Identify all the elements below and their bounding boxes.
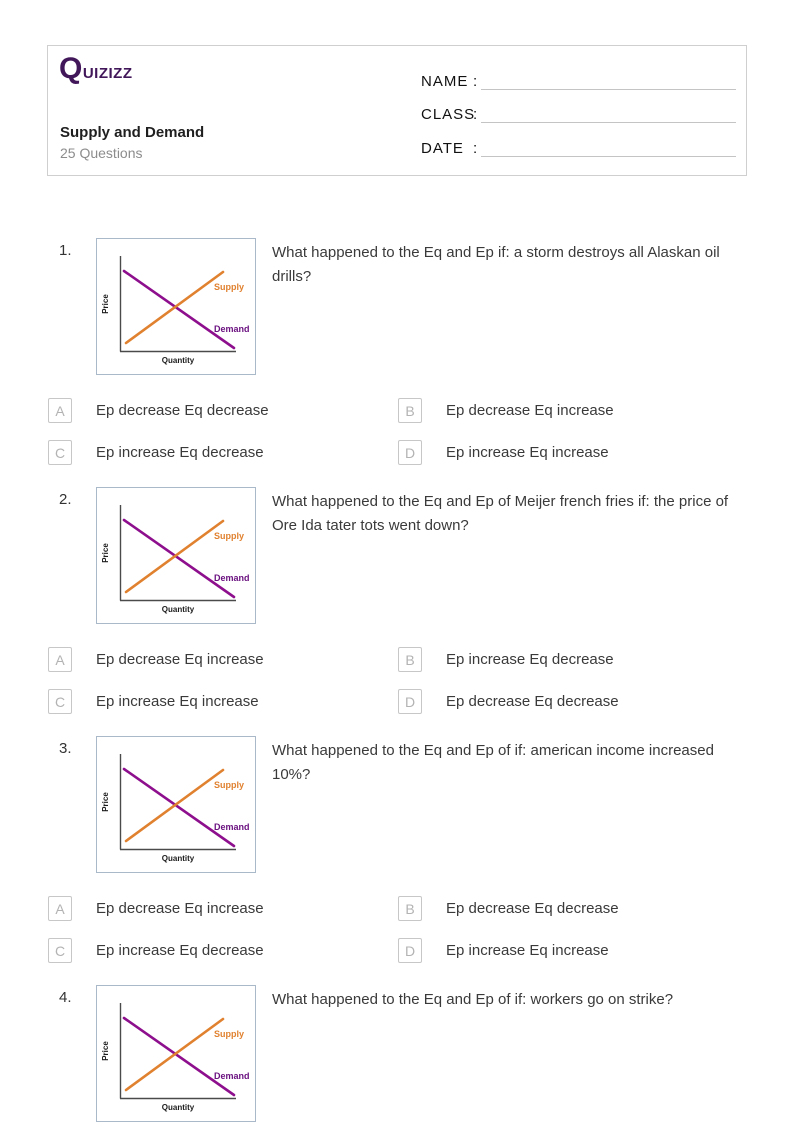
option-letter-d: D bbox=[398, 938, 422, 963]
quizizz-logo: Quizizz bbox=[59, 52, 133, 85]
supply-label: Supply bbox=[214, 531, 244, 541]
option-text: Ep increase Eq decrease bbox=[96, 444, 264, 461]
option-a: A Ep decrease Eq decrease bbox=[48, 398, 269, 423]
question-text: What happened to the Eq and Ep if: a sto… bbox=[272, 244, 720, 285]
supply-label: Supply bbox=[214, 780, 244, 790]
date-field-line bbox=[481, 136, 736, 157]
demand-label: Demand bbox=[214, 573, 250, 583]
supply-line bbox=[124, 768, 225, 843]
supply-label: Supply bbox=[214, 1029, 244, 1039]
demand-line bbox=[122, 518, 236, 599]
price-axis-label: Price bbox=[101, 1041, 110, 1061]
supply-line bbox=[124, 270, 225, 345]
question-text: What happened to the Eq and Ep of Meijer… bbox=[272, 493, 729, 534]
price-axis-label: Price bbox=[101, 543, 110, 563]
option-text: Ep decrease Eq decrease bbox=[446, 693, 619, 710]
option-text: Ep increase Eq decrease bbox=[446, 651, 614, 668]
option-c: C Ep increase Eq decrease bbox=[48, 440, 264, 465]
demand-line bbox=[122, 767, 236, 848]
option-b: B Ep increase Eq decrease bbox=[398, 647, 614, 672]
option-letter-b: B bbox=[398, 896, 422, 921]
quantity-axis-label: Quantity bbox=[162, 1103, 195, 1112]
supply-demand-graph: Supply Demand Quantity Price bbox=[96, 985, 256, 1122]
option-letter-d: D bbox=[398, 689, 422, 714]
option-letter-d: D bbox=[398, 440, 422, 465]
option-a: A Ep decrease Eq increase bbox=[48, 896, 264, 921]
date-field-colon: : bbox=[473, 140, 478, 157]
supply-label: Supply bbox=[214, 282, 244, 292]
option-text: Ep increase Eq increase bbox=[446, 444, 609, 461]
demand-line bbox=[122, 269, 236, 350]
demand-label: Demand bbox=[214, 1071, 250, 1081]
option-text: Ep decrease Eq decrease bbox=[446, 900, 619, 917]
option-row: A Ep decrease Eq increase B Ep increase … bbox=[47, 647, 747, 672]
question-text: What happened to the Eq and Ep of if: am… bbox=[272, 742, 714, 783]
option-letter-b: B bbox=[398, 647, 422, 672]
option-letter-a: A bbox=[48, 398, 72, 423]
name-field-row: NAME : bbox=[421, 68, 736, 90]
option-b: B Ep decrease Eq decrease bbox=[398, 896, 619, 921]
question-number: 2. bbox=[59, 491, 72, 508]
name-field-label: NAME bbox=[421, 73, 469, 90]
option-letter-c: C bbox=[48, 689, 72, 714]
option-text: Ep increase Eq increase bbox=[446, 942, 609, 959]
quantity-axis-label: Quantity bbox=[162, 356, 195, 365]
question-4: 4. Supply Demand Quantity Price What hap… bbox=[47, 985, 747, 1123]
option-text: Ep decrease Eq increase bbox=[96, 651, 264, 668]
question-count: 25 Questions bbox=[60, 145, 143, 161]
class-field-colon: : bbox=[473, 106, 478, 123]
question-3: 3. Supply Demand Quantity Price What hap… bbox=[47, 736, 747, 966]
option-row: A Ep decrease Eq decrease B Ep decrease … bbox=[47, 398, 747, 423]
name-field-colon: : bbox=[473, 73, 478, 90]
option-letter-a: A bbox=[48, 647, 72, 672]
question-text: What happened to the Eq and Ep of if: wo… bbox=[272, 991, 674, 1008]
price-axis-label: Price bbox=[101, 792, 110, 812]
supply-line bbox=[124, 519, 225, 594]
price-axis-label: Price bbox=[101, 294, 110, 314]
date-field-row: DATE : bbox=[421, 135, 736, 157]
option-c: C Ep increase Eq decrease bbox=[48, 938, 264, 963]
demand-label: Demand bbox=[214, 324, 250, 334]
demand-line bbox=[122, 1016, 236, 1097]
option-d: D Ep decrease Eq decrease bbox=[398, 689, 619, 714]
option-row: C Ep increase Eq decrease D Ep increase … bbox=[47, 440, 747, 465]
demand-label: Demand bbox=[214, 822, 250, 832]
question-1: 1. Supply Demand Quantity Price What hap… bbox=[47, 238, 747, 468]
option-d: D Ep increase Eq increase bbox=[398, 440, 609, 465]
class-field-label: CLASS bbox=[421, 106, 476, 123]
supply-line bbox=[124, 1017, 225, 1092]
name-field-line bbox=[481, 69, 736, 90]
option-text: Ep decrease Eq decrease bbox=[96, 402, 269, 419]
option-b: B Ep decrease Eq increase bbox=[398, 398, 614, 423]
quantity-axis-label: Quantity bbox=[162, 605, 195, 614]
option-text: Ep decrease Eq increase bbox=[96, 900, 264, 917]
question-number: 4. bbox=[59, 989, 72, 1006]
supply-demand-graph: Supply Demand Quantity Price bbox=[96, 736, 256, 873]
option-letter-c: C bbox=[48, 440, 72, 465]
class-field-line bbox=[481, 102, 736, 123]
option-letter-a: A bbox=[48, 896, 72, 921]
option-row: A Ep decrease Eq increase B Ep decrease … bbox=[47, 896, 747, 921]
date-field-label: DATE bbox=[421, 140, 464, 157]
supply-demand-graph: Supply Demand Quantity Price bbox=[96, 238, 256, 375]
option-row: C Ep increase Eq increase D Ep decrease … bbox=[47, 689, 747, 714]
quantity-axis-label: Quantity bbox=[162, 854, 195, 863]
option-a: A Ep decrease Eq increase bbox=[48, 647, 264, 672]
header-box: Quizizz Supply and Demand 25 Questions N… bbox=[47, 45, 747, 176]
question-number: 3. bbox=[59, 740, 72, 757]
class-field-row: CLASS : bbox=[421, 101, 736, 123]
option-text: Ep decrease Eq increase bbox=[446, 402, 614, 419]
question-2: 2. Supply Demand Quantity Price What hap… bbox=[47, 487, 747, 717]
option-letter-c: C bbox=[48, 938, 72, 963]
option-c: C Ep increase Eq increase bbox=[48, 689, 259, 714]
option-text: Ep increase Eq decrease bbox=[96, 942, 264, 959]
option-letter-b: B bbox=[398, 398, 422, 423]
option-text: Ep increase Eq increase bbox=[96, 693, 259, 710]
supply-demand-graph: Supply Demand Quantity Price bbox=[96, 487, 256, 624]
worksheet-title: Supply and Demand bbox=[60, 124, 205, 141]
question-number: 1. bbox=[59, 242, 72, 259]
option-d: D Ep increase Eq increase bbox=[398, 938, 609, 963]
option-row: C Ep increase Eq decrease D Ep increase … bbox=[47, 938, 747, 963]
